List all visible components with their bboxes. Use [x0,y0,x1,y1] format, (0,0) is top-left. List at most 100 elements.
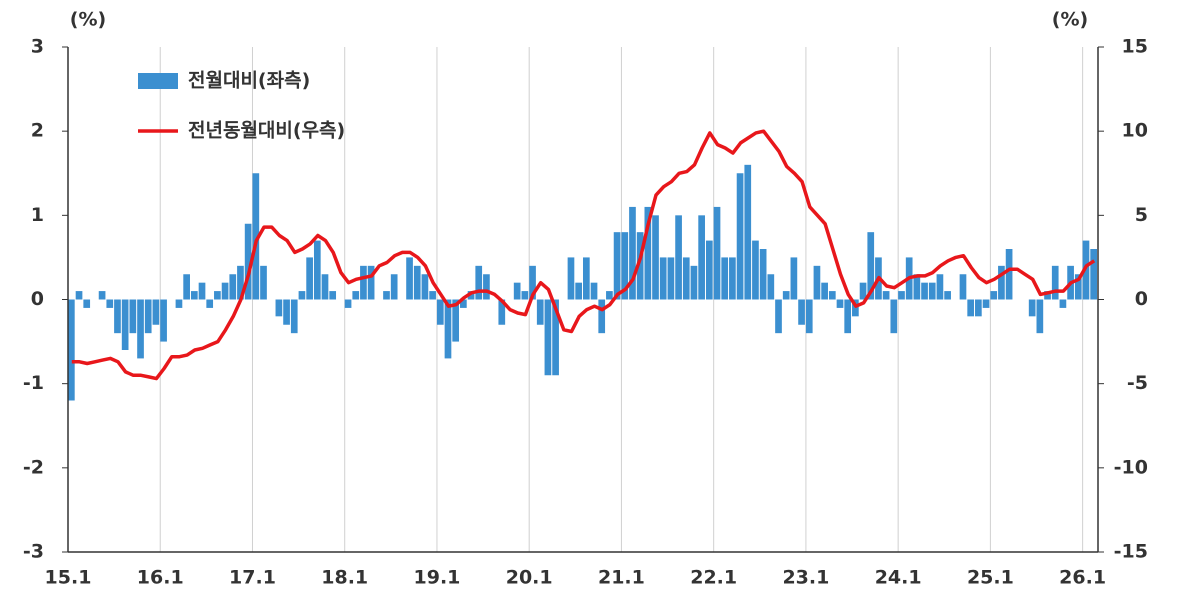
bar [498,299,506,325]
bar [160,299,167,342]
x-tick-label: 15.1 [45,567,92,589]
bar [713,206,721,300]
y-tick-label: -1 [23,372,44,394]
bar [513,282,521,300]
bar [1005,249,1013,300]
y-tick-label: -2 [23,456,44,478]
bar [183,274,190,300]
bar [882,291,890,300]
bar [144,299,152,334]
bar [844,299,852,334]
bar [736,173,744,300]
bar [928,282,936,300]
bar [467,291,475,300]
bar [129,299,137,334]
bar [682,257,690,300]
bar [206,299,214,308]
bar [521,291,529,300]
bar [321,274,329,300]
bar [859,282,867,300]
x-tick-label: 25.1 [967,567,1014,589]
bar [421,274,429,300]
bar [690,265,698,300]
y2-tick-label: -5 [1127,372,1148,394]
bar [1059,299,1067,308]
bar [590,282,598,300]
bar [429,291,436,300]
bar [652,215,659,300]
x-tick-label: 26.1 [1059,567,1106,589]
bar [636,232,644,300]
bar [775,299,782,334]
bar [244,223,252,300]
x-tick-label: 22.1 [690,567,737,589]
bar [852,299,859,317]
y-tick-label: 0 [31,288,44,310]
bar [998,265,1005,300]
bar [275,299,283,317]
x-tick-label: 21.1 [598,567,645,589]
bar [975,299,982,317]
y-tick-label: 1 [31,204,44,226]
right-unit: (%) [1052,9,1088,31]
x-tick-label: 23.1 [782,567,829,589]
bar [68,299,75,401]
bar [990,291,998,300]
bar [436,299,444,325]
bar [729,257,736,300]
bar [83,299,91,308]
y-tick-label: 2 [31,120,44,142]
y2-tick-label: 10 [1122,120,1148,142]
bar [452,299,460,342]
bar [413,265,421,300]
bar [290,299,298,334]
bar [352,291,360,300]
x-tick-label: 20.1 [506,567,553,589]
bar [1051,265,1059,300]
bar [313,240,321,300]
bar [283,299,290,325]
bar [613,232,621,300]
bar [913,274,921,300]
y2-tick-label: 15 [1122,36,1148,58]
bar [813,265,821,300]
bar [982,299,990,308]
left-unit: (%) [70,9,106,31]
bar [898,291,905,300]
y2-tick-label: -15 [1114,541,1148,563]
bar [606,291,613,300]
y2-tick-label: 5 [1135,204,1148,226]
bar [621,232,629,300]
bar [659,257,667,300]
bar [598,299,606,334]
bar [406,257,413,300]
bar [936,274,944,300]
bar [698,215,705,300]
bar [1044,291,1051,300]
y2-tick-label: -10 [1114,456,1148,478]
bar [114,299,121,334]
bar [190,291,198,300]
bar [306,257,313,300]
bar [644,206,652,300]
bar [475,265,483,300]
bar [536,299,544,325]
bar [583,257,590,300]
bar [944,291,951,300]
bar [959,274,967,300]
bar [759,249,767,300]
x-tick-label: 18.1 [321,567,368,589]
bar [298,291,306,300]
legend-swatch [138,73,178,89]
y-tick-label: -3 [23,541,44,563]
bar [175,299,183,308]
bar [383,291,390,300]
bar [721,257,729,300]
bar [237,265,244,300]
legend-label: 전년동월대비(우측) [188,120,345,142]
bar [675,215,682,300]
y-tick-label: 3 [31,36,44,58]
bar [344,299,352,308]
bar [1028,299,1036,317]
